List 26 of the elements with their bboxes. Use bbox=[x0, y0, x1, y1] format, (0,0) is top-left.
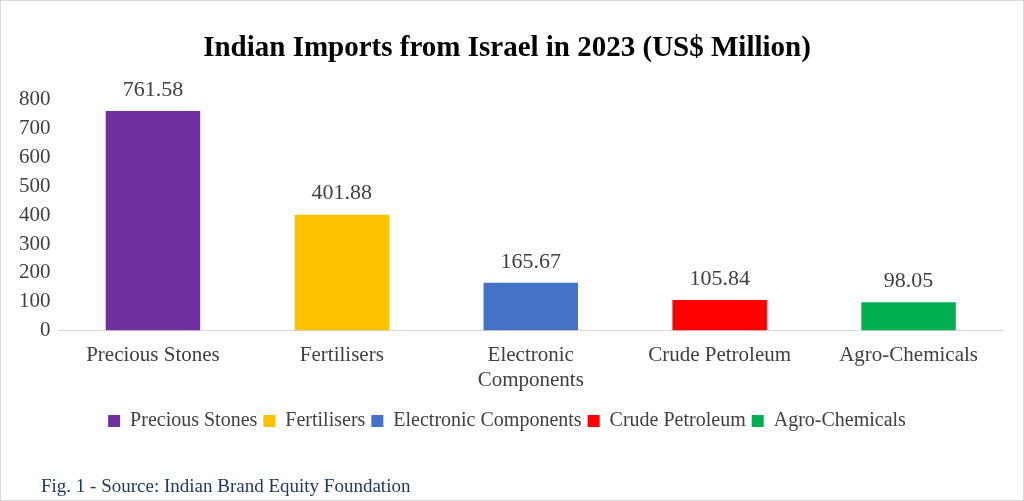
chart-title: Indian Imports from Israel in 2023 (US$ Million) bbox=[203, 29, 811, 63]
y-tick-label: 200 bbox=[19, 259, 51, 284]
y-tick-label: 600 bbox=[19, 144, 51, 169]
x-tick-label: Precious Stones bbox=[86, 341, 220, 366]
data-label: 165.67 bbox=[500, 247, 561, 273]
data-label: 761.58 bbox=[122, 75, 184, 101]
x-tick-label: Fertilisers bbox=[299, 341, 384, 366]
legend-label: Fertilisers bbox=[285, 408, 366, 431]
y-tick-label: 800 bbox=[19, 86, 51, 111]
data-label: 98.05 bbox=[883, 267, 934, 293]
caption: Fig. 1 - Source: Indian Brand Equity Foundation bbox=[41, 475, 411, 497]
y-tick-label: 100 bbox=[19, 288, 51, 313]
data-label: 105.84 bbox=[689, 264, 750, 290]
legend-label: Precious Stones bbox=[130, 408, 258, 431]
legend-label: Electronic Components bbox=[393, 408, 582, 432]
x-tick-label: Agro-Chemicals bbox=[839, 341, 978, 366]
y-tick-label: 300 bbox=[19, 230, 51, 255]
legend-label: Crude Petroleum bbox=[609, 408, 747, 431]
x-tick-label: Electronic Components bbox=[477, 341, 584, 391]
y-tick-label: 400 bbox=[19, 201, 51, 226]
y-tick-label: 700 bbox=[19, 115, 51, 140]
legend-label: Agro-Chemicals bbox=[773, 408, 907, 432]
y-tick-label: 500 bbox=[19, 172, 51, 197]
y-tick-label: 0 bbox=[40, 317, 51, 342]
data-label: 401.88 bbox=[311, 179, 373, 205]
x-tick-label: Crude Petroleum bbox=[648, 341, 792, 366]
